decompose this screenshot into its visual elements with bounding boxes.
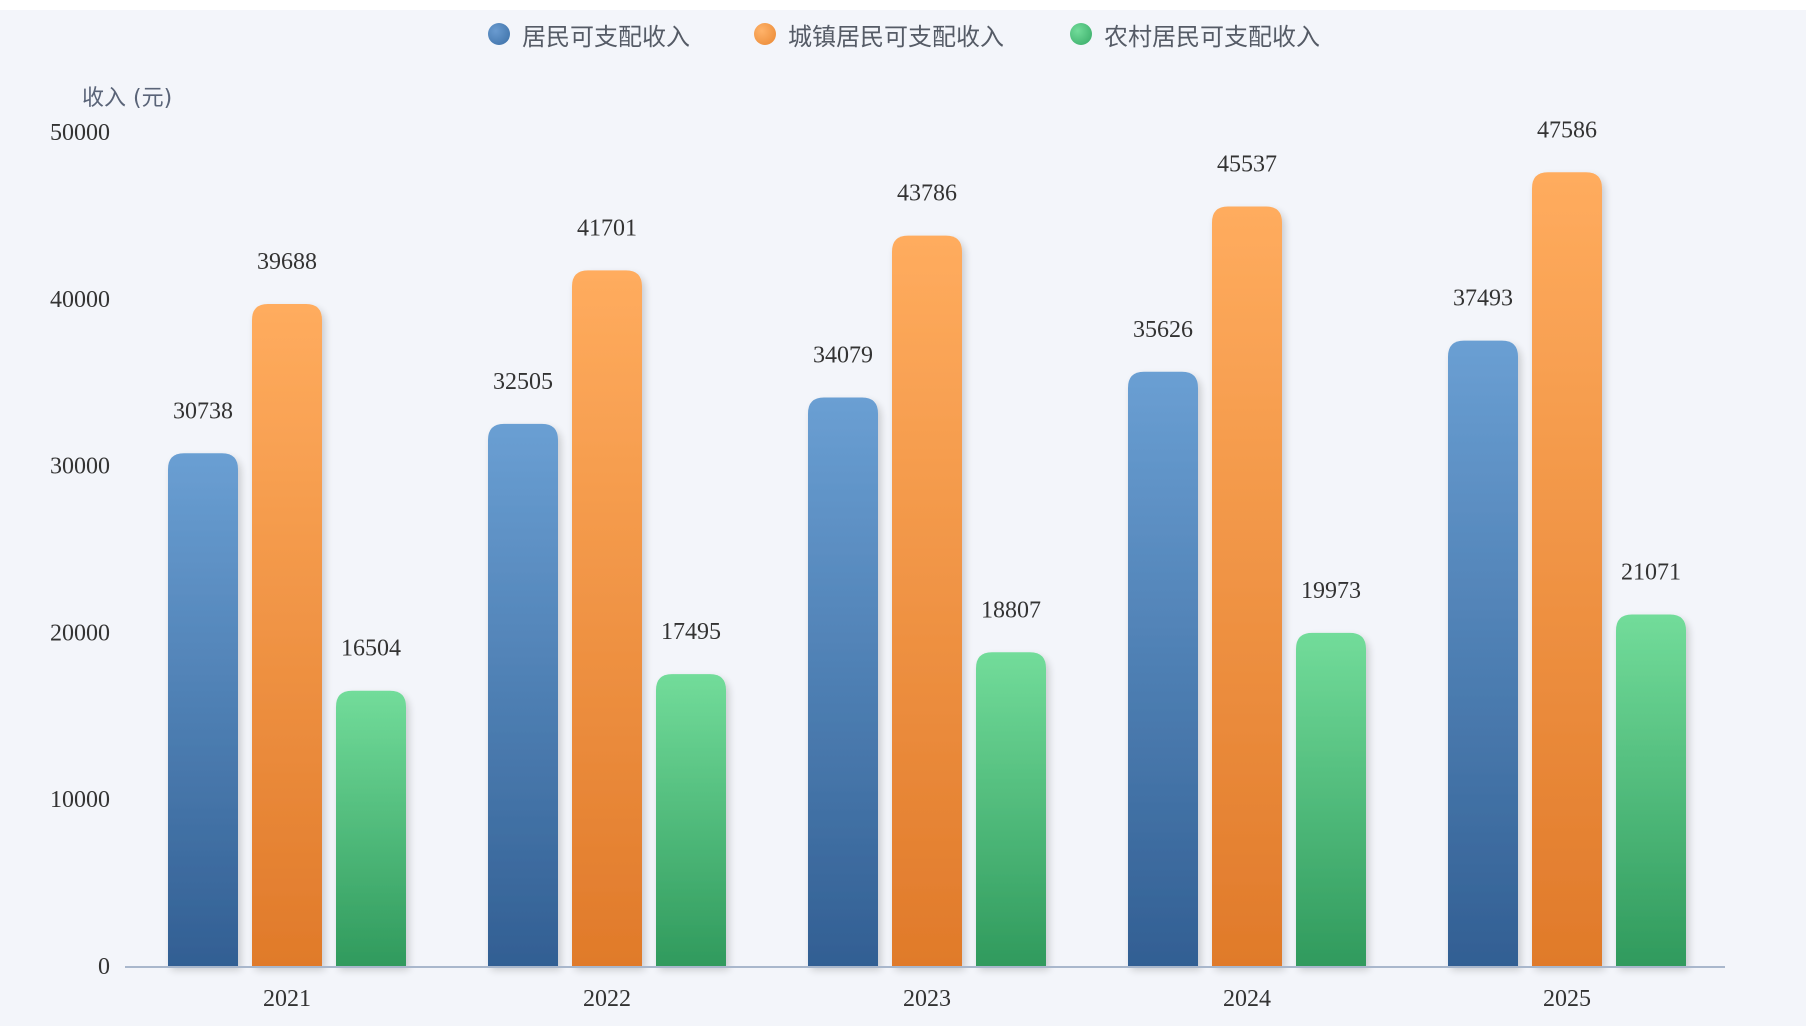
y-tick-label: 40000	[50, 287, 110, 313]
legend: 居民可支配收入 城镇居民可支配收入 农村居民可支配收入	[0, 10, 1806, 54]
y-axis-label: 收入 (元)	[82, 86, 173, 111]
bars: 30738 39688 16504 32505 41701 17495 34079 43786…	[168, 117, 1686, 967]
bar-value-label: 43786	[897, 181, 957, 207]
bar-value-label: 30738	[173, 398, 233, 424]
bar-2024-series-0[interactable]	[1128, 371, 1198, 967]
bar-2025-series-0[interactable]	[1448, 340, 1518, 966]
bar-value-label: 18807	[981, 597, 1041, 623]
y-tick-label: 0	[98, 954, 110, 980]
legend-label: 城镇居民可支配收入	[788, 22, 1004, 51]
bar-2022-series-2[interactable]	[656, 674, 726, 966]
bar-2023-series-2[interactable]	[976, 652, 1046, 966]
y-tick-label: 30000	[50, 454, 110, 480]
bar-2023-series-1[interactable]	[892, 235, 962, 966]
bar-2025-series-2[interactable]	[1616, 614, 1686, 966]
bar-value-label: 41701	[577, 215, 637, 241]
bar-2024-series-2[interactable]	[1296, 632, 1366, 966]
bar-value-label: 45537	[1217, 151, 1277, 177]
bar-2024-series-1[interactable]	[1212, 206, 1282, 966]
legend-item-urban[interactable]: 城镇居民可支配收入	[754, 20, 1004, 51]
x-tick-label: 2024	[1223, 986, 1271, 1012]
bar-value-label: 47586	[1537, 117, 1597, 143]
legend-label: 农村居民可支配收入	[1104, 22, 1320, 51]
legend-dot-icon	[1070, 23, 1092, 45]
bar-value-label: 16504	[341, 636, 401, 662]
bar-2021-series-1[interactable]	[252, 304, 322, 966]
bar-value-label: 34079	[813, 343, 873, 369]
x-tick-label: 2022	[583, 986, 631, 1012]
y-tick-label: 20000	[50, 620, 110, 646]
bar-value-label: 21071	[1621, 560, 1681, 586]
bar-2025-series-1[interactable]	[1532, 172, 1602, 967]
legend-label: 居民可支配收入	[522, 22, 690, 51]
y-tick-label: 10000	[50, 787, 110, 813]
x-tick-label: 2023	[903, 986, 951, 1012]
y-axis-ticks: 0 10000 20000 30000 40000 50000	[50, 120, 110, 980]
bar-2022-series-0[interactable]	[488, 423, 558, 966]
y-tick-label: 50000	[50, 120, 110, 146]
bar-2022-series-1[interactable]	[572, 270, 642, 966]
bar-value-label: 19973	[1301, 578, 1361, 604]
legend-item-resident[interactable]: 居民可支配收入	[488, 20, 690, 51]
legend-dot-icon	[754, 23, 776, 45]
x-tick-label: 2021	[263, 986, 311, 1012]
bar-2023-series-0[interactable]	[808, 397, 878, 967]
bar-2021-series-0[interactable]	[168, 453, 238, 966]
x-tick-label: 2025	[1543, 986, 1591, 1012]
bar-value-label: 39688	[257, 249, 317, 275]
x-axis-ticks: 2021 2022 2023 2024 2025	[263, 986, 1591, 1012]
bar-value-label: 32505	[493, 369, 553, 395]
bar-value-label: 35626	[1133, 317, 1193, 343]
bar-value-label: 37493	[1453, 286, 1513, 312]
legend-item-rural[interactable]: 农村居民可支配收入	[1070, 20, 1320, 51]
bar-value-label: 17495	[661, 619, 721, 645]
legend-dot-icon	[488, 23, 510, 45]
bar-2021-series-2[interactable]	[336, 690, 406, 966]
